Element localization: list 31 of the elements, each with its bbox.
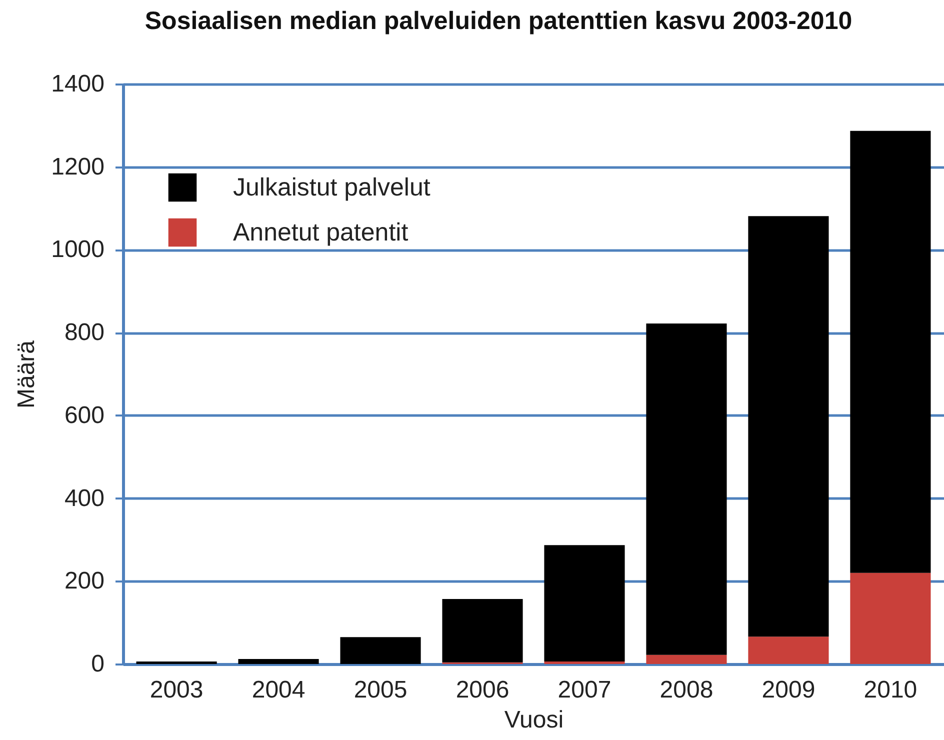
y-tick-label: 1400	[51, 70, 104, 98]
x-tick-label: 2004	[252, 676, 306, 704]
x-tick-label: 2005	[354, 676, 408, 704]
y-tick-label: 1000	[51, 236, 104, 264]
y-tick-label: 600	[64, 402, 104, 429]
x-tick-label: 2007	[558, 676, 612, 704]
x-axis-title: Vuosi	[504, 706, 564, 734]
chart-title: Sosiaalisen median palveluiden patenttien kasvu 2003-2010	[144, 7, 852, 35]
x-tick-label: 2003	[150, 676, 204, 704]
y-axis-title: Määrä	[13, 340, 40, 409]
bar	[850, 572, 931, 664]
x-tick-label: 2010	[864, 676, 918, 704]
y-tick-label: 800	[64, 319, 104, 346]
bar	[748, 636, 829, 664]
x-tick-label: 2008	[660, 676, 714, 704]
legend-label: Annetut patentit	[233, 218, 408, 246]
bar	[646, 323, 727, 655]
bar	[748, 216, 829, 637]
legend-label: Julkaistut palvelut	[233, 174, 430, 202]
bar	[238, 659, 319, 664]
bar	[850, 130, 931, 573]
bar	[646, 654, 727, 664]
bar	[544, 545, 625, 662]
bar	[442, 598, 523, 662]
y-tick-label: 200	[64, 568, 104, 595]
y-tick-label: 400	[64, 484, 104, 512]
x-tick-label: 2006	[456, 676, 510, 704]
bar	[340, 637, 421, 664]
x-tick-label: 2009	[762, 676, 816, 704]
y-tick-label: 1200	[51, 153, 104, 180]
y-tick-label: 0	[91, 650, 104, 678]
